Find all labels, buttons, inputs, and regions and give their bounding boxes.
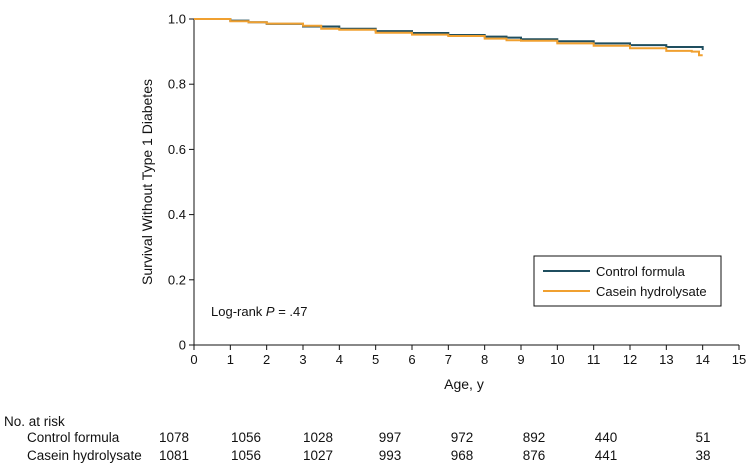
series-casein-hydrolysate [194, 18, 703, 57]
risk-table-title: No. at risk [4, 414, 65, 429]
risk-value: 1056 [230, 430, 262, 445]
y-tick-label: 0.8 [168, 77, 186, 92]
y-tick-label: 1.0 [168, 12, 186, 27]
risk-value: 968 [450, 448, 474, 463]
x-tick-label: 6 [408, 352, 415, 367]
risk-row-label: Casein hydrolysate [27, 448, 142, 463]
legend-label-control-formula: Control formula [596, 264, 686, 279]
x-tick-label: 4 [336, 352, 343, 367]
x-tick-label: 1 [227, 352, 234, 367]
legend-label-casein-hydrolysate: Casein hydrolysate [596, 284, 707, 299]
y-axis-title: Survival Without Type 1 Diabetes [139, 79, 155, 285]
risk-value: 440 [594, 430, 618, 445]
x-tick-label: 15 [732, 352, 746, 367]
x-tick-label: 0 [190, 352, 197, 367]
y-tick-label: 0.6 [168, 142, 186, 157]
x-tick-label: 3 [299, 352, 306, 367]
risk-value: 441 [594, 448, 618, 463]
x-tick-label: 10 [550, 352, 564, 367]
legend: Control formula Casein hydrolysate [533, 255, 722, 307]
risk-value: 38 [695, 448, 711, 463]
risk-value: 1078 [158, 430, 190, 445]
risk-value: 1028 [302, 430, 334, 445]
risk-value: 972 [450, 430, 474, 445]
risk-value: 876 [522, 448, 546, 463]
risk-value: 892 [522, 430, 546, 445]
log-rank-annotation: Log-rank P = .47 [211, 304, 307, 319]
x-tick-label: 14 [695, 352, 709, 367]
risk-value: 1027 [302, 448, 334, 463]
series-layer [194, 18, 704, 57]
x-tick-label: 8 [481, 352, 488, 367]
y-tick-label: 0 [179, 338, 186, 353]
x-tick-label: 9 [517, 352, 524, 367]
x-tick-label: 12 [623, 352, 637, 367]
x-axis-title: Age, y [444, 376, 484, 392]
risk-value: 1056 [230, 448, 262, 463]
y-tick-label: 0.4 [168, 207, 186, 222]
risk-row-label: Control formula [27, 430, 120, 445]
risk-value: 993 [378, 448, 402, 463]
risk-value: 1081 [158, 448, 190, 463]
x-tick-label: 5 [372, 352, 379, 367]
y-tick-label: 0.2 [168, 272, 186, 287]
risk-value: 51 [695, 430, 711, 445]
x-tick-label: 13 [659, 352, 673, 367]
legend-box [533, 255, 722, 307]
x-tick-label: 2 [263, 352, 270, 367]
x-tick-label: 11 [587, 352, 601, 367]
x-tick-label: 7 [445, 352, 452, 367]
risk-value: 997 [378, 430, 402, 445]
